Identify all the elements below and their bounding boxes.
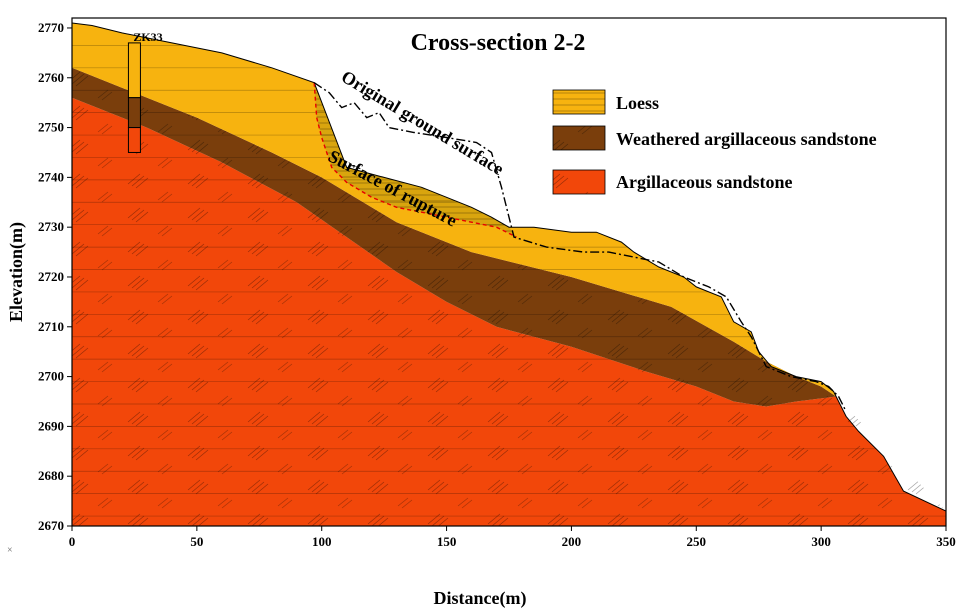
y-tick-label: 2680 [38, 468, 64, 483]
y-tick-label: 2700 [38, 369, 64, 384]
y-tick-label: 2720 [38, 269, 64, 284]
x-tick-label: 0 [69, 534, 76, 549]
y-tick-label: 2770 [38, 20, 64, 35]
x-tick-label: 150 [437, 534, 457, 549]
legend-swatch-weathered-pattern [553, 126, 605, 150]
y-tick-label: 2760 [38, 70, 64, 85]
legend-label-loess: Loess [616, 93, 659, 113]
borehole-segment-weathered [127, 97, 141, 129]
x-axis-ticks: 0 50 100 150 200 250 300 350 [69, 526, 956, 549]
x-tick-label: 50 [190, 534, 203, 549]
rupture-surface-line [313, 82, 517, 238]
chart-title: Cross-section 2-2 [411, 30, 586, 56]
legend-swatch-argillaceous-pattern [553, 170, 605, 194]
x-tick-label: 300 [811, 534, 831, 549]
y-tick-label: 2730 [38, 219, 64, 234]
borehole-zk33 [127, 42, 141, 153]
y-tick-label: 2710 [38, 319, 64, 334]
landslide-body-pattern [314, 82, 517, 238]
legend-label-argillaceous: Argillaceous sandstone [616, 172, 793, 192]
borehole-segment-loess [127, 42, 141, 99]
y-axis-label: Elevation(m) [6, 222, 27, 322]
plot-frame [71, 17, 947, 527]
legend-label-weathered: Weathered argillaceous sandstone [616, 129, 877, 149]
y-tick-label: 2740 [38, 169, 64, 184]
legend-swatch-loess-pattern [553, 90, 605, 114]
corner-mark: × [7, 545, 13, 556]
x-tick-label: 100 [312, 534, 332, 549]
ground-surface-line [72, 22, 946, 512]
y-axis-ticks: 2670 2680 2690 2700 2710 2720 2730 2740 2750 2760… [38, 20, 72, 533]
borehole-label: ZK33 [133, 30, 162, 44]
x-axis-label: Distance(m) [434, 588, 527, 609]
x-tick-label: 250 [687, 534, 707, 549]
rock-hatch-overlay [72, 67, 946, 526]
borehole-segment-argillaceous [127, 127, 141, 153]
legend: Loess Weathered argillaceous sandstone A… [552, 89, 877, 195]
y-tick-label: 2750 [38, 120, 64, 135]
y-tick-label: 2670 [38, 518, 64, 533]
original-ground-surface-line [313, 82, 847, 412]
x-tick-label: 200 [562, 534, 582, 549]
x-tick-label: 350 [936, 534, 956, 549]
y-tick-label: 2690 [38, 418, 64, 433]
